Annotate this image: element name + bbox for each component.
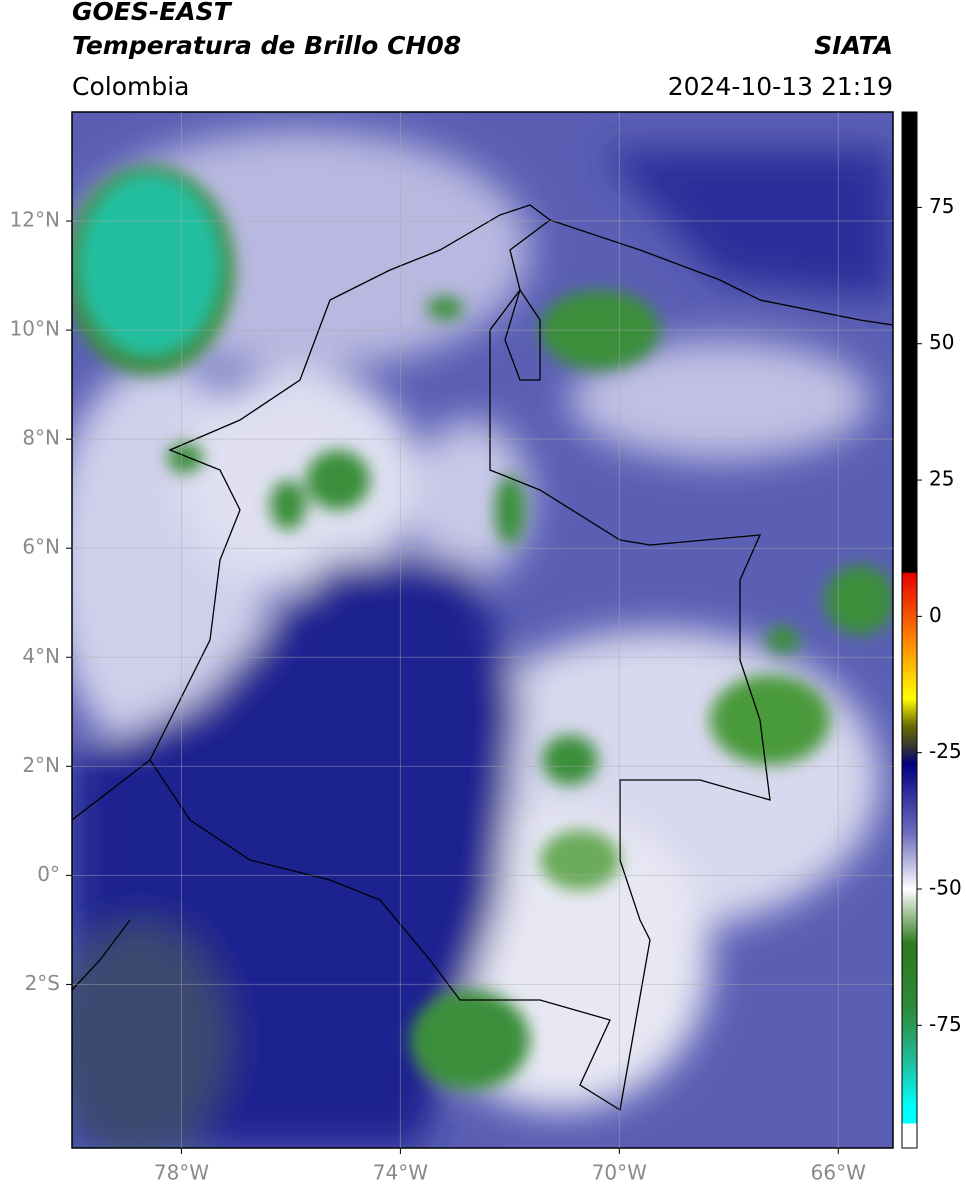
satellite-image bbox=[72, 112, 893, 1148]
colorbar-segment bbox=[902, 572, 917, 645]
y-tick-label: 12°N bbox=[10, 208, 60, 232]
colorbar-tick-label: 50 bbox=[929, 330, 954, 354]
y-tick-label: 2°N bbox=[22, 753, 60, 777]
colorbar-segment bbox=[902, 643, 917, 699]
x-tick-label: 70°W bbox=[592, 1161, 647, 1185]
colorbar-segment bbox=[902, 698, 917, 726]
colorbar-segment bbox=[902, 763, 917, 835]
colorbar-segment bbox=[902, 889, 917, 945]
title: GOES-EAST bbox=[72, 0, 233, 26]
colorbar-tick-label: -50 bbox=[929, 876, 962, 900]
colorbar-tick-label: 0 bbox=[929, 603, 942, 627]
colorbar-tick-label: 25 bbox=[929, 467, 954, 491]
y-tick-label: 2°S bbox=[25, 971, 60, 995]
colorbar-segment bbox=[902, 725, 917, 748]
x-tick-label: 74°W bbox=[373, 1161, 428, 1185]
y-tick-label: 4°N bbox=[22, 644, 60, 668]
colorbar-frame bbox=[901, 111, 918, 1149]
datetime: 2024-10-13 21:19 bbox=[668, 72, 893, 101]
x-tick-label: 66°W bbox=[811, 1161, 866, 1185]
colorbar-tick-label: -75 bbox=[929, 1012, 962, 1036]
source: SIATA bbox=[814, 31, 893, 60]
colorbar-segment bbox=[902, 112, 917, 574]
colorbar-segment bbox=[902, 1063, 917, 1108]
map-frame bbox=[71, 111, 894, 1149]
subtitle: Temperatura de Brillo CH08 bbox=[72, 31, 461, 60]
region: Colombia bbox=[72, 72, 189, 101]
colorbar-tick-label: -25 bbox=[929, 739, 962, 763]
y-tick-label: 0° bbox=[37, 862, 60, 886]
colorbar-segment bbox=[902, 1107, 917, 1124]
colorbar-segment bbox=[902, 1008, 917, 1064]
colorbar-segment bbox=[902, 943, 917, 1010]
y-tick-label: 10°N bbox=[10, 317, 60, 341]
colorbar-segment bbox=[902, 747, 917, 765]
y-tick-label: 8°N bbox=[22, 426, 60, 450]
colorbar-tick-label: 75 bbox=[929, 194, 954, 218]
y-tick-label: 6°N bbox=[22, 535, 60, 559]
colorbar-segment bbox=[902, 1123, 917, 1149]
colorbar-segment bbox=[902, 834, 917, 890]
x-tick-label: 78°W bbox=[154, 1161, 209, 1185]
